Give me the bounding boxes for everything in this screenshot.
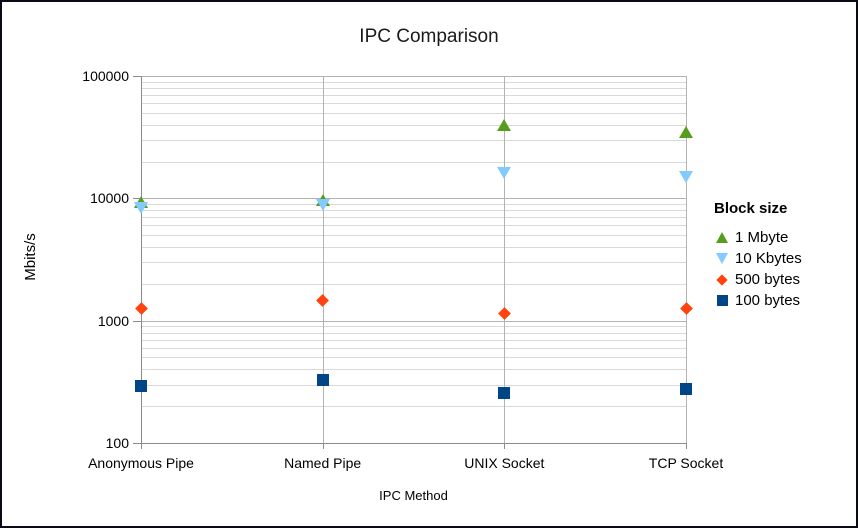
minor-gridline	[141, 112, 686, 114]
data-point-marker	[134, 202, 148, 215]
data-point-marker	[679, 125, 693, 138]
y-tick-label: 10000	[90, 190, 129, 207]
category-gridline	[504, 76, 506, 443]
square-icon	[716, 295, 728, 306]
minor-gridline	[141, 103, 686, 105]
minor-gridline	[141, 203, 686, 205]
minor-gridline	[141, 124, 686, 126]
data-point-marker	[316, 373, 329, 386]
x-category-label: UNIX Socket	[464, 455, 545, 471]
x-axis-tick	[686, 443, 687, 449]
data-point-marker	[316, 294, 330, 308]
minor-gridline	[141, 225, 686, 227]
triangle-down-icon	[497, 167, 512, 180]
minor-gridline	[141, 339, 686, 341]
legend-item-label: 500 bytes	[735, 271, 801, 288]
data-point-marker	[498, 387, 511, 400]
x-axis-tick	[322, 443, 324, 449]
minor-gridline	[141, 357, 686, 359]
data-point-marker	[497, 167, 512, 180]
minor-gridline	[141, 94, 686, 96]
legend-title: Block size	[714, 200, 788, 217]
data-point-marker	[679, 170, 693, 183]
square-icon	[316, 373, 329, 386]
minor-gridline	[141, 139, 686, 141]
x-category-label: TCP Socket	[648, 455, 724, 471]
y-axis-line	[141, 76, 142, 443]
triangle-up-icon	[679, 125, 693, 138]
legend-marker	[714, 295, 730, 306]
y-axis-tick	[133, 198, 141, 200]
triangle-down-icon	[716, 253, 728, 264]
minor-gridline	[141, 247, 686, 248]
diamond-icon	[316, 294, 330, 308]
minor-gridline	[141, 161, 686, 163]
legend-marker	[714, 232, 730, 243]
diamond-icon	[497, 306, 511, 320]
triangle-down-icon	[679, 170, 693, 183]
data-point-marker	[135, 380, 147, 393]
y-axis-title: Mbits/s	[22, 233, 39, 281]
minor-gridline	[141, 406, 686, 408]
y-tick-label: 100000	[82, 68, 129, 84]
triangle-up-icon	[716, 232, 728, 243]
legend-item-label: 10 Kbytes	[735, 250, 802, 267]
major-gridline	[141, 76, 686, 77]
triangle-down-icon	[134, 202, 148, 215]
minor-gridline	[141, 369, 686, 371]
minor-gridline	[141, 332, 686, 334]
legend-item-label: 1 Mbyte	[735, 229, 789, 246]
x-category-label: Anonymous Pipe	[88, 455, 194, 471]
y-tick-label: 100	[105, 435, 129, 451]
data-point-marker	[497, 306, 511, 320]
diamond-icon	[134, 302, 148, 316]
minor-gridline	[141, 283, 686, 285]
diamond-icon	[716, 273, 728, 286]
minor-gridline	[141, 384, 686, 386]
data-point-marker	[679, 302, 693, 316]
major-gridline	[141, 443, 686, 444]
square-icon	[135, 380, 147, 393]
legend-item: 1 Mbyte	[714, 227, 802, 248]
square-icon	[680, 383, 692, 396]
diamond-icon	[679, 302, 693, 316]
minor-gridline	[141, 326, 686, 328]
minor-gridline	[141, 217, 686, 219]
legend-item-label: 100 bytes	[735, 292, 801, 309]
minor-gridline	[141, 347, 686, 349]
y-axis-tick	[133, 76, 141, 77]
y-tick-label: 1000	[97, 312, 129, 329]
category-gridline	[686, 76, 687, 443]
minor-gridline	[141, 87, 686, 89]
y-axis-tick	[133, 320, 141, 322]
data-point-marker	[134, 302, 148, 316]
chart-title: IPC Comparison	[359, 26, 499, 47]
x-axis-tick	[141, 443, 142, 449]
y-axis-tick	[133, 443, 141, 444]
data-point-marker	[315, 199, 330, 212]
major-gridline	[141, 198, 686, 200]
x-category-label: Named Pipe	[284, 455, 362, 471]
minor-gridline	[141, 210, 686, 212]
plot-area	[134, 76, 693, 444]
square-icon	[498, 387, 511, 400]
triangle-up-icon	[497, 118, 512, 131]
x-axis-title: IPC Method	[379, 488, 448, 503]
legend: Block size 1 Mbyte 10 Kbytes 500 bytes 100 …	[714, 200, 802, 311]
legend-marker	[714, 253, 730, 264]
data-point-marker	[497, 118, 512, 131]
minor-gridline	[141, 81, 686, 83]
minor-gridline	[141, 262, 686, 264]
legend-marker	[714, 273, 730, 286]
major-gridline	[141, 320, 686, 322]
category-gridline	[322, 76, 324, 443]
minor-gridline	[141, 235, 686, 237]
legend-item: 100 bytes	[714, 290, 802, 311]
legend-item: 500 bytes	[714, 269, 802, 290]
legend-item: 10 Kbytes	[714, 248, 802, 269]
x-axis-tick	[504, 443, 506, 449]
data-point-marker	[680, 383, 692, 396]
triangle-down-icon	[315, 199, 330, 212]
